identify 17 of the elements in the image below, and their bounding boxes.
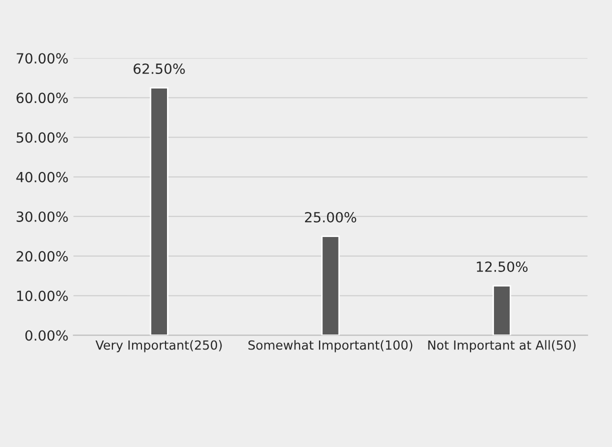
y-tick-label: 0.00% — [25, 330, 68, 341]
bar — [492, 285, 512, 336]
y-tick-label: 20.00% — [16, 251, 68, 262]
y-tick-label: 50.00% — [16, 132, 68, 143]
y-tick-label: 70.00% — [16, 53, 68, 64]
data-label: 62.50% — [134, 63, 185, 74]
x-tick-label: Not Important at All(50) — [428, 340, 576, 352]
data-label: 12.50% — [476, 261, 528, 272]
bar — [150, 87, 168, 336]
x-tick-label: Very Important(250) — [96, 340, 222, 352]
bar — [321, 236, 340, 336]
y-tick-label: 10.00% — [17, 290, 68, 302]
y-tick-label: 60.00% — [16, 92, 68, 104]
y-tick-label: 30.00% — [16, 211, 68, 222]
x-tick-label: Somewhat Important(100) — [248, 340, 412, 352]
data-label: 25.00% — [305, 212, 356, 222]
y-tick-label: 40.00% — [16, 172, 68, 182]
